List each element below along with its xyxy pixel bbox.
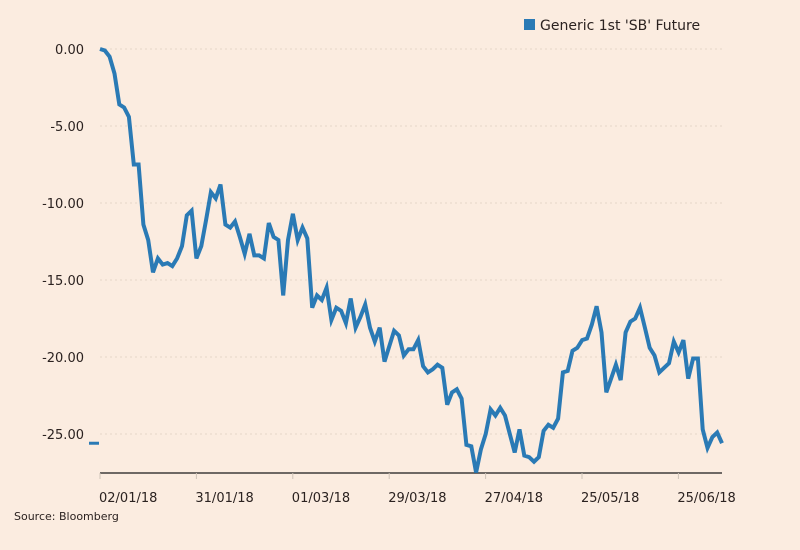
x-tick-label: 01/03/18 (292, 491, 350, 506)
legend-swatch (524, 19, 535, 30)
series-line (99, 47, 724, 473)
x-tick-label: 27/04/18 (485, 491, 543, 506)
last-value-marker (89, 441, 99, 445)
y-tick-label: -15.00 (42, 274, 84, 289)
x-tick-label: 25/05/18 (581, 491, 639, 506)
x-tick-label: 02/01/18 (99, 491, 157, 506)
x-axis: 02/01/18 31/01/18 01/03/18 29/03/18 27/04/18… (99, 473, 736, 506)
y-tick-label: -20.00 (42, 351, 84, 366)
x-tick-label: 29/03/18 (388, 491, 446, 506)
y-axis: 0.00 -5.00 -10.00 -15.00 -20.00 -25.00 (42, 43, 84, 443)
grid-lines (100, 48, 722, 435)
y-tick-label: -25.00 (42, 428, 84, 443)
y-tick-label: 0.00 (55, 43, 84, 58)
y-tick-label: -5.00 (50, 120, 84, 135)
legend: Generic 1st 'SB' Future (524, 18, 700, 34)
series-layer (99, 47, 724, 473)
x-tick-label: 25/06/18 (677, 491, 735, 506)
y-tick-label: -10.00 (42, 197, 84, 212)
legend-label: Generic 1st 'SB' Future (540, 18, 700, 34)
x-tick-label: 31/01/18 (195, 491, 253, 506)
source-note: Source: Bloomberg (14, 510, 119, 523)
